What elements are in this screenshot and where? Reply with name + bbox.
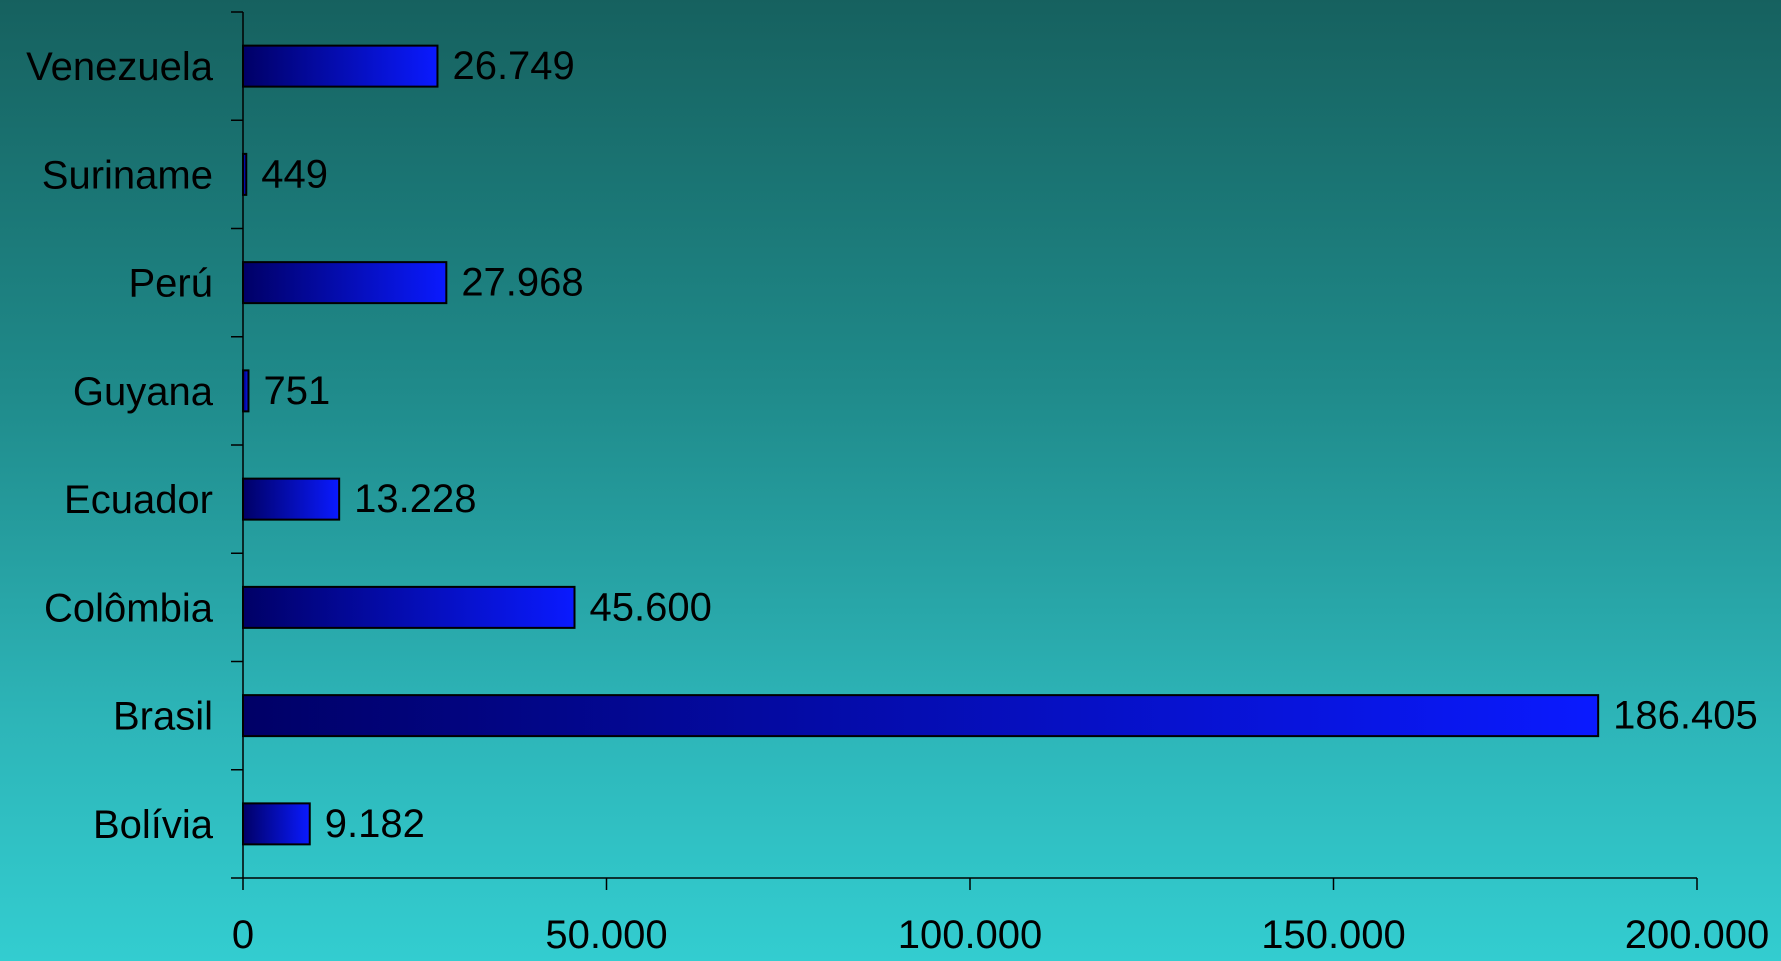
bar (242, 477, 341, 521)
category-label: Colômbia (44, 586, 214, 630)
data-label: 9.182 (325, 802, 425, 846)
category-label: Guyana (73, 370, 214, 414)
data-label: 751 (263, 369, 330, 413)
x-tick-label: 0 (232, 913, 254, 957)
category-label: Perú (129, 262, 214, 306)
data-label: 186.405 (1613, 694, 1758, 738)
x-tick-label: 100.000 (898, 913, 1043, 957)
x-tick-label: 200.000 (1625, 913, 1770, 957)
x-tick-label: 50.000 (545, 913, 667, 957)
bar (242, 802, 311, 846)
data-label: 449 (261, 152, 328, 196)
bar (242, 261, 448, 305)
category-label: Bolívia (93, 803, 214, 847)
bar (242, 44, 439, 88)
bar (242, 585, 576, 629)
category-label: Suriname (42, 153, 213, 197)
x-tick-label: 150.000 (1261, 913, 1406, 957)
category-label: Brasil (113, 695, 213, 739)
category-label: Venezuela (26, 45, 214, 89)
data-label: 45.600 (590, 585, 712, 629)
bar (242, 369, 250, 413)
plot-area: 0 50.000 100.000 150.000 200.000 Bolívia 9.182… (26, 11, 1770, 957)
data-label: 27.968 (461, 261, 583, 305)
bar (242, 152, 248, 196)
data-label: 13.228 (354, 477, 476, 521)
data-label: 26.749 (452, 44, 574, 88)
category-label: Ecuador (64, 478, 213, 522)
bar (242, 694, 1600, 738)
